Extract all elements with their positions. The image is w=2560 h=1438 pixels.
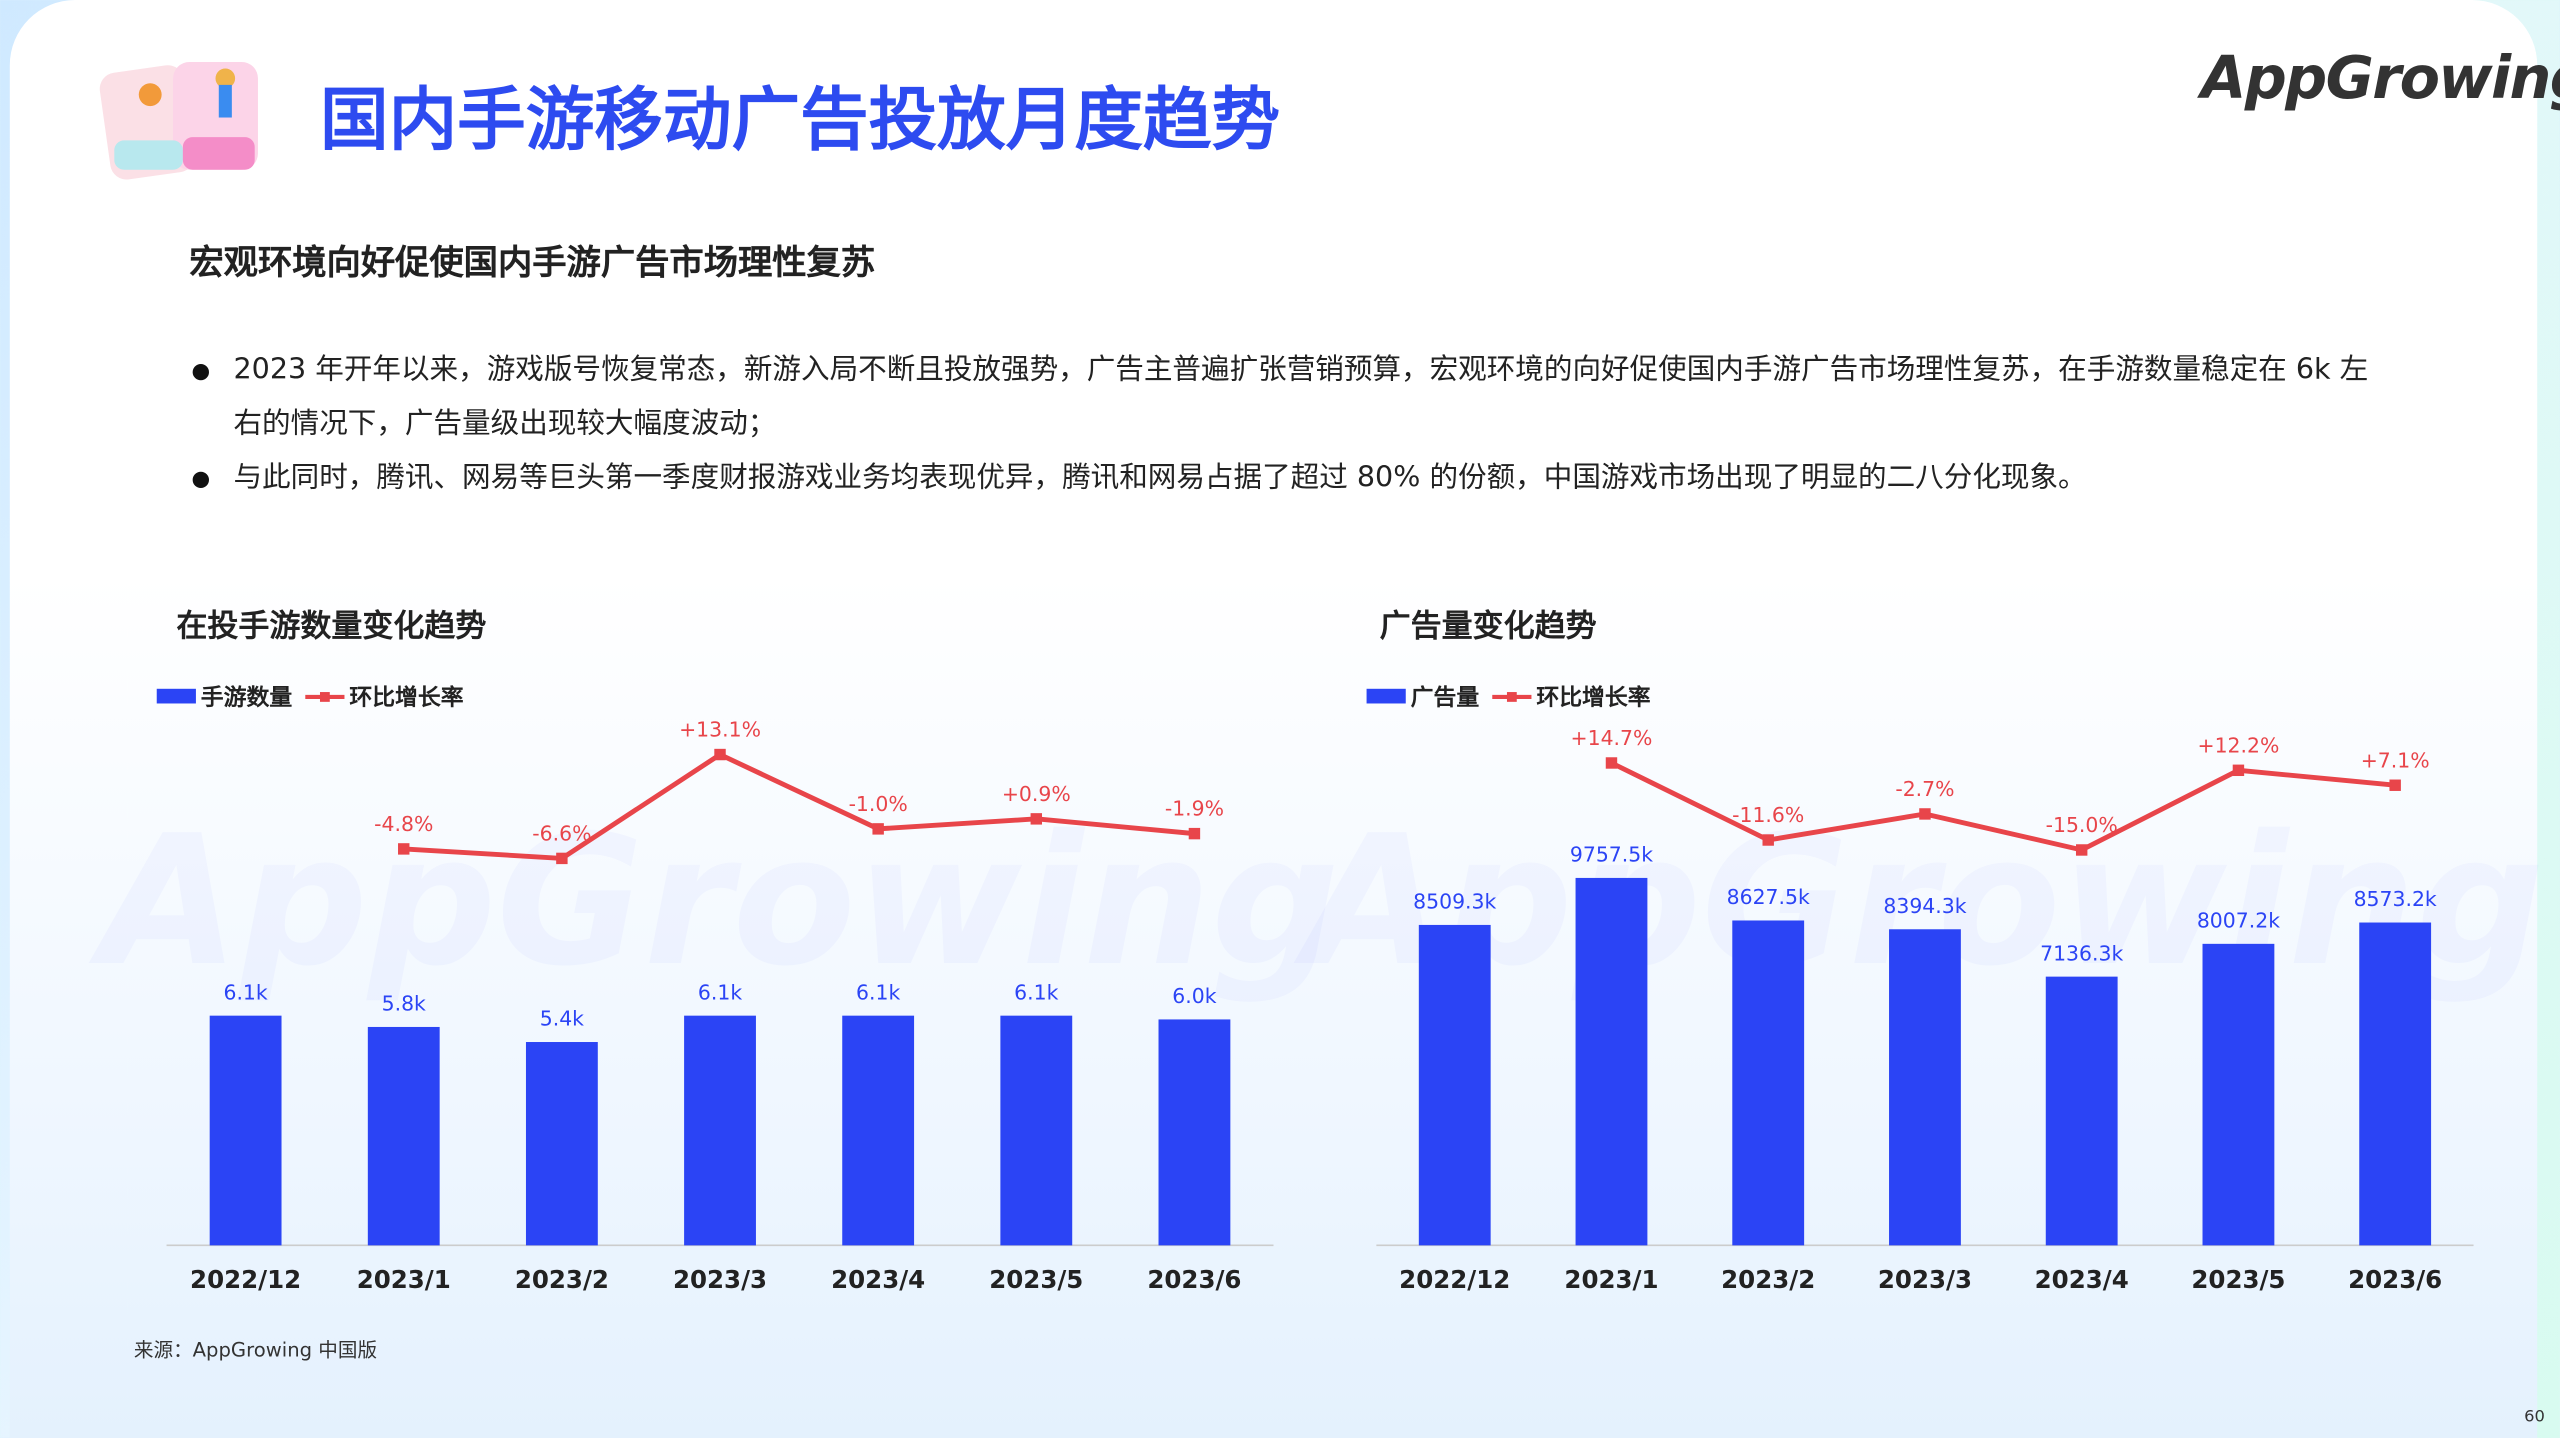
bar-value-label: 8627.5k [1727, 885, 1810, 909]
line-value-label: -4.8% [374, 812, 433, 836]
bullet: 与此同时，腾讯、网易等巨头第一季度财报游戏业务均表现优异，腾讯和网易占据了超过 … [189, 452, 2385, 506]
icon [99, 62, 258, 180]
legend-swatch [156, 688, 196, 704]
source: 来源：AppGrowing 中国版 [133, 1338, 378, 1362]
x-tick-label: 2022/12 [1399, 1265, 1510, 1294]
line-value-label: -15.0% [2046, 813, 2118, 837]
chart-title: 广告量变化趋势 [1380, 609, 1597, 645]
legend-label: 手游数量 [201, 684, 293, 711]
x-tick-label: 2023/3 [1878, 1265, 1972, 1294]
bar [2045, 976, 2118, 1246]
bar [2359, 922, 2432, 1246]
line-value-label: -1.0% [849, 792, 908, 816]
x-tick-label: 2022/12 [190, 1265, 301, 1294]
bar [367, 1026, 440, 1246]
line [1610, 760, 2396, 853]
line-value-label: +7.1% [2361, 748, 2430, 772]
x-tick-label: 2023/5 [2191, 1265, 2285, 1294]
bar [1418, 924, 1491, 1246]
bullet-list: 2023 年开年以来，游戏版号恢复常态，新游入局不断且投放强势，广告主普遍扩张营… [189, 344, 2385, 506]
x-tick-label: 2023/6 [2348, 1265, 2442, 1294]
chart-title: 在投手游数量变化趋势 [176, 609, 486, 645]
bar [209, 1015, 282, 1246]
bar [842, 1015, 915, 1246]
line-point [1030, 813, 1043, 825]
bar [1732, 920, 1805, 1246]
line-point [1762, 834, 1774, 846]
x-tick-label: 2023/6 [1147, 1265, 1241, 1294]
bar-value-label: 5.4k [540, 1007, 584, 1031]
x-tick-label: 2023/1 [1564, 1265, 1658, 1294]
logo: AppGrowing [2200, 45, 2560, 113]
line-value-label: +12.2% [2197, 733, 2279, 757]
bar [1158, 1019, 1231, 1246]
x-tick-label: 2023/4 [2035, 1265, 2129, 1294]
legend-label: 环比增长率 [349, 684, 463, 711]
x-tick-label: 2023/1 [357, 1265, 451, 1294]
x-tick-label: 2023/2 [515, 1265, 609, 1294]
line-point [1605, 757, 1618, 769]
line-value-label: -2.7% [1895, 777, 1954, 801]
line-value-label: -11.6% [1732, 803, 1804, 827]
bar-value-label: 9757.5k [1570, 843, 1653, 867]
legend-label: 广告量 [1411, 684, 1480, 711]
bar-value-label: 8509.3k [1413, 890, 1496, 914]
bar-value-label: 8573.2k [2354, 887, 2437, 911]
x-tick-label: 2023/4 [831, 1265, 925, 1294]
bar-value-label: 7136.3k [2040, 941, 2123, 965]
bar-value-label: 6.0k [1172, 984, 1216, 1008]
line-point [2389, 779, 2401, 791]
line-point [1919, 808, 1931, 820]
line-point [1188, 827, 1201, 840]
line-point [398, 843, 410, 855]
line-value-label: +0.9% [1002, 782, 1071, 806]
x-tick-label: 2023/3 [673, 1265, 767, 1294]
bar [525, 1042, 598, 1246]
legend-swatch [319, 692, 330, 702]
legend-swatch [1506, 692, 1517, 702]
line-value-label: +14.7% [1571, 726, 1653, 750]
page-number: 60 [2524, 1408, 2545, 1427]
bar-value-label: 8394.3k [1883, 894, 1966, 918]
bar-value-label: 6.1k [698, 980, 742, 1004]
bar [2202, 943, 2275, 1246]
bullet: 2023 年开年以来，游戏版号恢复常态，新游入局不断且投放强势，广告主普遍扩张营… [189, 344, 2385, 452]
subtitle: 宏观环境向好促使国内手游广告市场理性复苏 [189, 243, 876, 283]
line-point [714, 748, 726, 761]
line-value-label: -1.9% [1165, 797, 1224, 821]
bar-value-label: 6.1k [223, 980, 267, 1004]
x-tick-label: 2023/2 [1721, 1265, 1815, 1294]
bar-value-label: 6.1k [856, 980, 900, 1004]
title: 国内手游移动广告投放月度趋势 [320, 79, 1281, 160]
bar [1889, 929, 1961, 1246]
line-point [2075, 844, 2088, 856]
x-tick-label: 2023/5 [989, 1265, 1083, 1294]
line-point [872, 823, 884, 835]
bar-value-label: 8007.2k [2197, 909, 2280, 933]
bar [1000, 1015, 1073, 1246]
line-value-label: -6.6% [532, 821, 591, 845]
bar [684, 1015, 756, 1246]
line-value-label: +13.1% [679, 718, 761, 742]
bar-value-label: 5.8k [382, 992, 426, 1016]
line-point [556, 852, 568, 865]
legend-label: 环比增长率 [1536, 684, 1650, 711]
legend-swatch [1366, 688, 1406, 704]
line [403, 751, 1195, 861]
bar [1575, 877, 1648, 1246]
bar-value-label: 6.1k [1014, 980, 1058, 1004]
line-point [2232, 764, 2245, 777]
